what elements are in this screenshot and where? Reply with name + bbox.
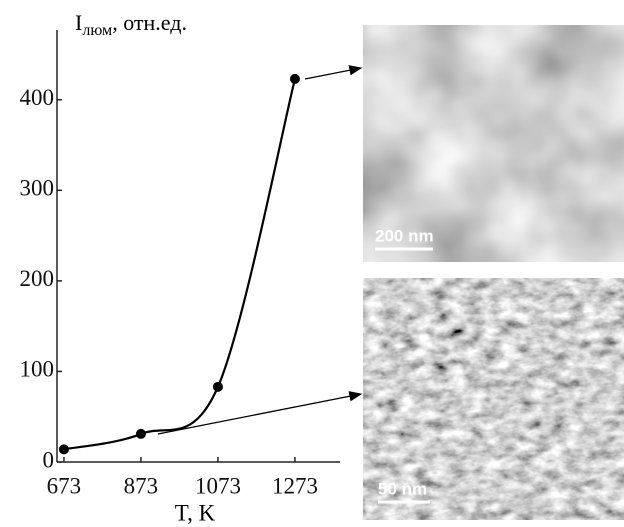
x-tick-label: 1273: [272, 473, 318, 498]
y-tick-label: 300: [20, 176, 55, 201]
data-point: [59, 444, 69, 454]
x-tick-label: 873: [124, 473, 159, 498]
y-label-sub: люм: [82, 22, 112, 39]
x-axis-label: T, K: [175, 500, 216, 525]
y-tick-label: 100: [20, 357, 55, 382]
y-label-main: I: [75, 10, 82, 35]
y-label-rest: , отн.ед.: [112, 10, 187, 35]
data-line: [64, 79, 295, 449]
x-tick-label: 673: [47, 473, 82, 498]
arrow: [305, 68, 361, 79]
x-tick-label: 1073: [195, 473, 241, 498]
figure: 200 nm 50 nm Iлюм, отн.ед. T, K 0 100 200 3…: [0, 0, 624, 527]
data-point: [213, 382, 223, 392]
data-point: [290, 74, 300, 84]
y-tick-label: 200: [20, 266, 55, 291]
scale-label: 200 nm: [375, 226, 434, 245]
arrow: [158, 394, 361, 434]
y-tick-label: 400: [20, 85, 55, 110]
y-axis-label: Iлюм, отн.ед.: [75, 10, 187, 39]
y-tick-label: 0: [43, 447, 55, 472]
data-point: [136, 429, 146, 439]
scale-label: 50 nm: [378, 479, 427, 498]
micrograph-top: 200 nm: [363, 25, 624, 262]
micrograph-bottom: 50 nm: [363, 278, 624, 520]
